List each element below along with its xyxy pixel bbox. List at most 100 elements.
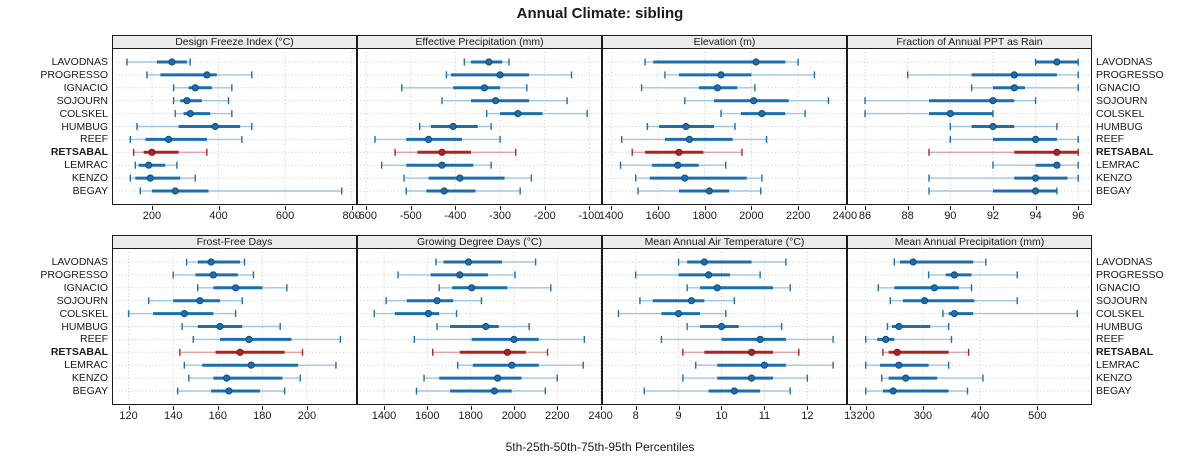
site-label-left-kenzo: KENZO <box>71 172 108 185</box>
panel-plot-area <box>850 252 1089 401</box>
axis-tick-label: -600 <box>355 210 378 222</box>
median-dot-retsabal <box>893 348 901 356</box>
site-label-right-lavodnas: LAVODNAS <box>1096 256 1153 268</box>
series-kenzo <box>682 374 809 382</box>
site-label-right-ignacio: IGNACIO <box>1096 281 1141 294</box>
series-begay <box>928 187 1058 195</box>
x-axis-elevation-m: 1400 1600 1800 2000 2200 2400 <box>599 206 857 224</box>
median-dot-ignacio <box>930 284 938 292</box>
median-dot-reef <box>756 335 764 344</box>
median-dot-retsabal <box>1053 148 1061 156</box>
series-retsabal-highlight <box>631 148 743 156</box>
series-retsabal-highlight <box>682 348 800 356</box>
site-label-right-colskel: COLSKEL <box>1096 307 1145 320</box>
median-dot-sojourn <box>183 97 191 105</box>
series-lavodnas <box>893 258 987 266</box>
median-dot-sojourn <box>750 97 758 105</box>
axis-tick-label: 2400 <box>588 410 613 422</box>
median-dot-begay <box>730 387 738 395</box>
axis-tick-mark <box>173 406 175 410</box>
median-dot-ignacio <box>480 84 489 92</box>
series-reef <box>413 335 586 344</box>
median-dot-retsabal <box>236 348 244 356</box>
median-dot-begay <box>705 187 713 195</box>
series-ignacio <box>172 84 233 92</box>
x-axis-mean-annual-air-temperature-c: 8 9 10 11 12 13 <box>602 406 856 424</box>
axis-tick-mark <box>513 406 515 410</box>
median-dot-lavodnas <box>1053 58 1061 66</box>
site-label-left-lavodnas: LAVODNAS <box>51 256 108 268</box>
axis-tick-label: 400 <box>970 410 990 422</box>
median-dot-kenzo <box>223 374 231 382</box>
axis-tick-mark <box>635 406 637 410</box>
axis-tick-label: -500 <box>399 210 422 222</box>
series-humbug <box>181 322 281 331</box>
series-begay <box>415 387 547 395</box>
axis-tick-mark <box>611 206 613 210</box>
site-label-right-lemrac: LEMRAC <box>1096 159 1140 172</box>
series-lavodnas <box>435 258 537 266</box>
axis-tick-mark <box>151 206 153 210</box>
site-label-right-reef: REEF <box>1096 333 1125 346</box>
axis-tick-label: 200 <box>856 410 875 422</box>
site-label-left-lemrac: LEMRAC <box>64 359 108 372</box>
axis-tick-mark <box>455 206 457 210</box>
axis-tick-mark <box>306 406 308 410</box>
median-dot-sojourn <box>989 97 997 105</box>
median-dot-kenzo <box>456 174 464 182</box>
x-axis-effective-precipitation-mm: -600 -500 -400 -300 -200 -100 <box>355 206 602 224</box>
median-dot-lemrac <box>145 161 153 169</box>
series-lemrac <box>865 361 950 369</box>
series-lemrac <box>456 361 584 369</box>
axis-tick-label: 10 <box>715 410 728 422</box>
panel-strip-title: Mean Annual Precipitation (mm) <box>848 236 1091 249</box>
site-label-right-lavodnas: LAVODNAS <box>1096 56 1153 68</box>
median-dot-lavodnas <box>485 58 493 66</box>
median-dot-kenzo <box>902 374 910 382</box>
series-progresso <box>927 271 1018 279</box>
x-axis-fraction-of-annual-ppt-as-rain: 86 88 90 92 94 96 <box>847 206 1092 224</box>
median-dot-lavodnas <box>909 258 917 266</box>
panel-design-freeze-index-c: Design Freeze Index (°C) <box>112 35 357 205</box>
site-label-left-lemrac: LEMRAC <box>64 159 108 172</box>
axis-tick-mark <box>844 206 846 210</box>
median-dot-kenzo <box>1031 174 1040 182</box>
axis-tick-label: 2200 <box>545 410 570 422</box>
series-lemrac <box>134 161 178 169</box>
series-begay <box>637 187 762 195</box>
axis-tick-label: 140 <box>164 410 183 422</box>
axis-tick-label: 160 <box>208 410 227 422</box>
median-dot-ignacio <box>1010 84 1018 92</box>
site-label-right-progresso: PROGRESSO <box>1096 268 1164 281</box>
series-retsabal-highlight <box>394 148 517 156</box>
median-dot-reef <box>882 335 890 344</box>
series-progresso <box>906 71 1079 79</box>
series-ignacio <box>970 84 1079 92</box>
axis-tick-mark <box>589 206 591 210</box>
site-label-left-progresso: PROGRESSO <box>40 68 108 81</box>
median-dot-retsabal <box>438 148 446 156</box>
axis-tick-label: 2200 <box>785 210 811 222</box>
panel-plot-area <box>115 252 354 401</box>
series-begay <box>139 187 343 195</box>
median-dot-sojourn <box>491 97 500 105</box>
axis-tick-label: 12 <box>801 410 814 422</box>
series-kenzo <box>129 174 196 182</box>
panel-mean-annual-precipitation-mm: Mean Annual Precipitation (mm) <box>847 235 1092 405</box>
median-dot-retsabal <box>148 148 156 156</box>
series-colskel <box>485 110 588 118</box>
median-dot-begay <box>889 387 897 395</box>
x-axis-design-freeze-index-c: 200 400 600 800 <box>112 206 361 224</box>
axis-tick-label: 1800 <box>692 210 717 222</box>
median-dot-ignacio <box>191 84 199 92</box>
axis-tick-mark <box>922 406 924 410</box>
series-kenzo <box>188 374 301 382</box>
axis-tick-mark <box>1078 206 1080 210</box>
panel-strip-title: Design Freeze Index (°C) <box>113 36 356 49</box>
series-sojourn <box>172 97 230 105</box>
axis-tick-label: 2400 <box>832 210 858 222</box>
x-axis-frost-free-days: 120 140 160 180 200 <box>112 406 357 424</box>
median-dot-kenzo <box>681 174 689 182</box>
panel-strip-title: Mean Annual Air Temperature (°C) <box>603 236 846 249</box>
